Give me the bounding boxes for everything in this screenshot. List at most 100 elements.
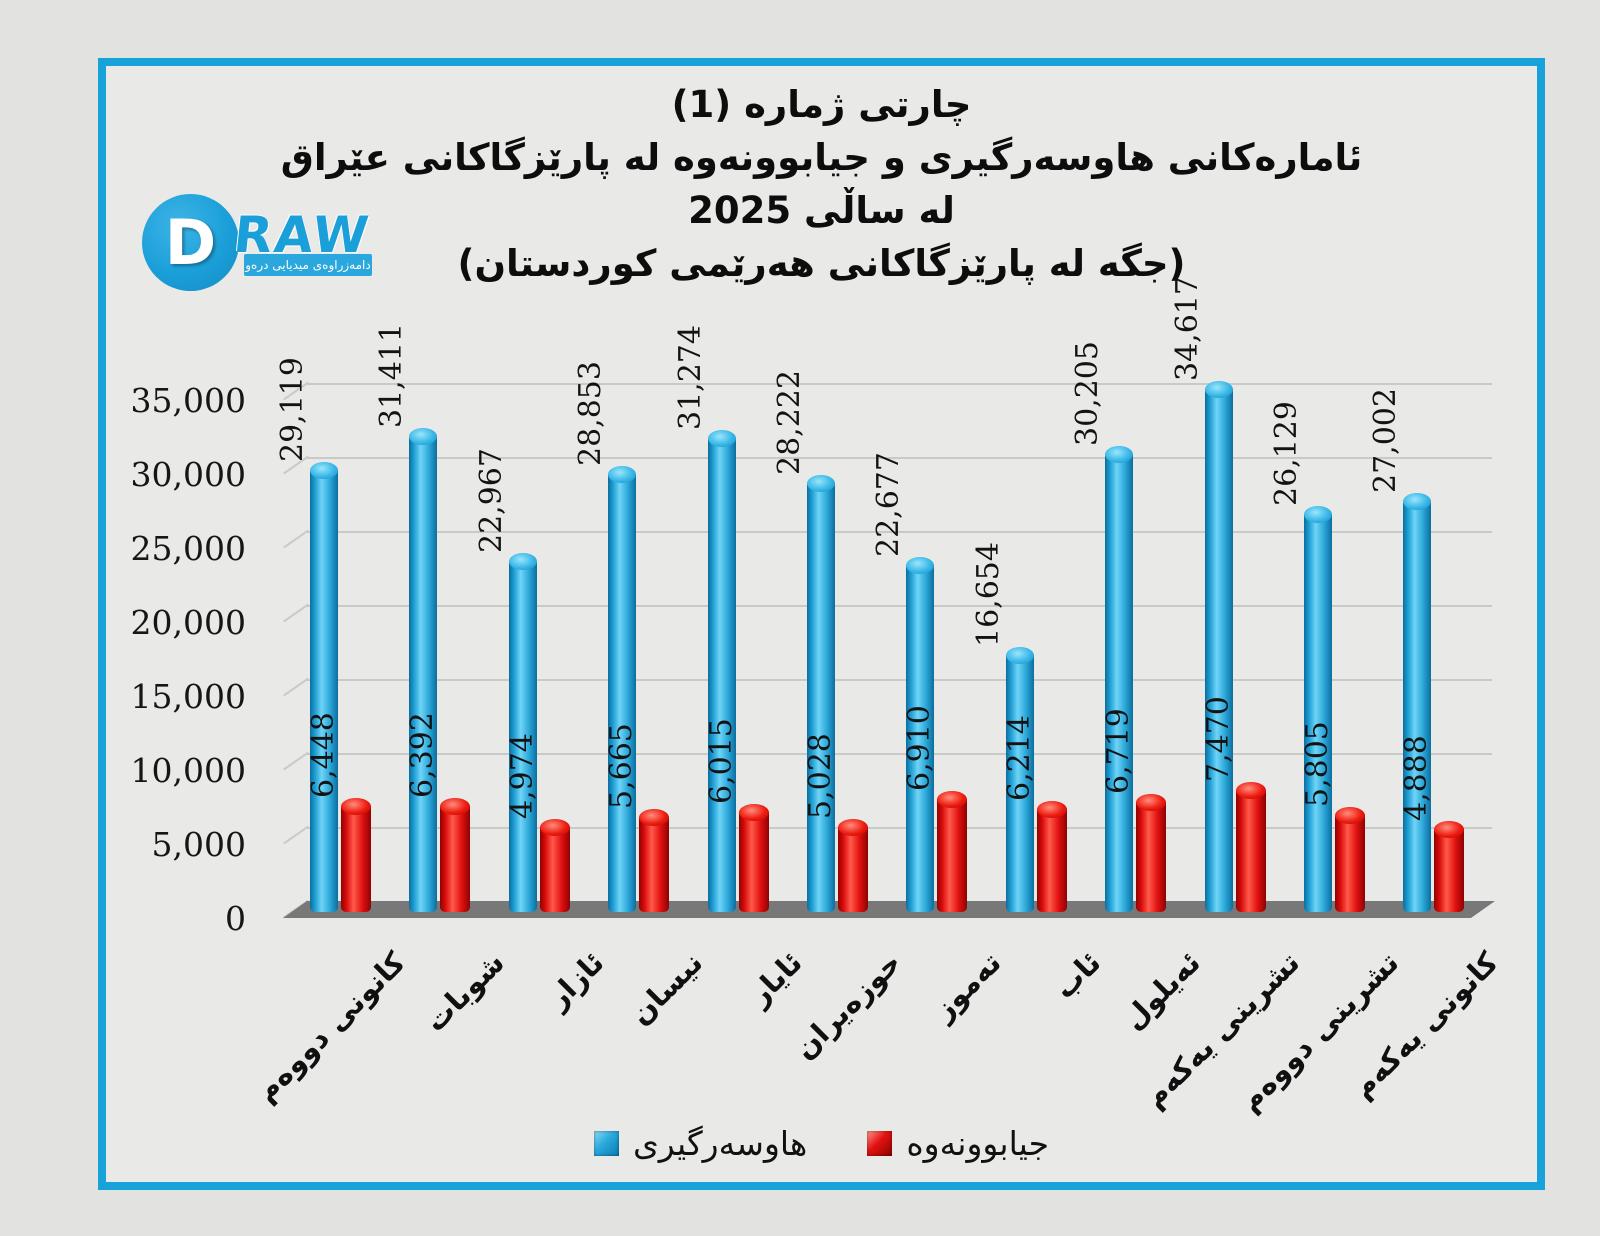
y-axis-tick-label: 30,000: [130, 455, 246, 494]
bar-cap-icon: [440, 798, 471, 816]
y-gridline-5,000: [307, 827, 1492, 829]
bar-value-label-divorce-10: 5,805: [1300, 721, 1335, 808]
bar-cap-icon: [310, 462, 338, 480]
bar-value-label-divorce-9: 7,470: [1200, 696, 1236, 783]
bar-value-label-divorce-1: 6,392: [405, 712, 441, 799]
logo-d-letter: D: [164, 205, 217, 279]
x-category-label-2: ئازار: [540, 945, 611, 1016]
legend-item-divorce: جیابوونەوە: [867, 1124, 1049, 1163]
chart-frame: چارتی ژماره (1) ئامارەکانی هاوسەرگیری و …: [98, 58, 1545, 1190]
y-gridline-20,000: [307, 605, 1492, 607]
logo-ribbon-text: دامەزراوەی میدیایی درەو: [244, 254, 372, 276]
bar-value-label-divorce-11: 4,888: [1399, 734, 1435, 821]
bar-cap-icon: [1105, 445, 1134, 463]
bar-value-label-divorce-7: 6,214: [1001, 715, 1037, 802]
bar-cap-icon: [838, 818, 868, 836]
bar-value-label-marriage-0: 29,119: [275, 357, 310, 463]
bar-value-label-marriage-9: 34,617: [1169, 275, 1205, 381]
logo-circle-icon: D: [142, 194, 239, 291]
bar-marriage-11: [1403, 493, 1432, 912]
bar-cap-icon: [1036, 801, 1067, 819]
bar-value-label-marriage-5: 28,222: [772, 370, 807, 476]
bar-cap-icon: [1304, 506, 1332, 524]
bar-value-label-divorce-4: 6,015: [703, 718, 739, 804]
bar-value-label-divorce-0: 6,448: [306, 711, 341, 798]
legend-swatch-marriage-icon: [593, 1131, 619, 1156]
x-category-label-5: حوزەیران: [787, 945, 909, 1066]
legend-label-divorce: جیابوونەوە: [906, 1124, 1050, 1163]
bar-divorce-1: [440, 798, 471, 912]
chart-title-line-4: (جگە لە پارێزگاکانی هەرێمی کوردستان): [457, 242, 1186, 285]
bar-divorce-3: [639, 809, 670, 912]
x-category-label-7: ئاب: [1047, 945, 1108, 1006]
bar-value-label-divorce-2: 4,974: [504, 733, 540, 820]
chart-title-line-3: لە ساڵی 2025: [688, 189, 955, 232]
bar-divorce-11: [1434, 820, 1465, 912]
bar-cap-icon: [937, 790, 968, 808]
y-gridline-30,000: [307, 457, 1492, 459]
x-category-label-0: کانونی دووەم: [248, 945, 412, 1109]
bar-cap-icon: [508, 553, 537, 571]
y-axis-tick-label: 0: [225, 899, 246, 938]
bar-cap-icon: [1136, 793, 1167, 811]
bar-marriage-10: [1304, 506, 1332, 912]
draw-media-logo: D RAW دامەزراوەی میدیایی درەو: [142, 194, 382, 294]
chart-title: چارتی ژماره (1) ئامارەکانی هاوسەرگیری و …: [106, 78, 1537, 290]
bar-divorce-6: [937, 790, 968, 912]
bar-divorce-0: [341, 797, 371, 912]
bar-marriage-6: [906, 557, 935, 912]
bar-marriage-5: [807, 475, 835, 912]
axis-depth-tick: [283, 751, 309, 771]
y-axis-tick-label: 5,000: [151, 825, 246, 864]
bar-cap-icon: [608, 465, 637, 483]
y-gridline-35,000: [307, 383, 1492, 385]
axis-depth-tick: [283, 529, 309, 549]
bar-value-label-divorce-5: 5,028: [803, 732, 838, 819]
bar-marriage-7: [1005, 646, 1034, 912]
axis-depth-tick: [283, 825, 309, 845]
bar-value-label-marriage-3: 28,853: [573, 360, 609, 466]
bar-value-label-divorce-3: 5,665: [604, 723, 640, 810]
bar-value-label-marriage-1: 31,411: [374, 323, 410, 429]
bar-marriage-0: [310, 462, 338, 912]
axis-depth-tick: [283, 677, 309, 697]
bar-marriage-9: [1204, 380, 1233, 912]
logo-raw-text: RAW: [230, 206, 374, 264]
bar-cap-icon: [1005, 646, 1034, 664]
y-gridline-15,000: [307, 679, 1492, 681]
bar-cap-icon: [1403, 493, 1432, 511]
bar-value-label-divorce-6: 6,910: [902, 704, 938, 791]
bar-marriage-2: [508, 553, 537, 912]
bar-cap-icon: [409, 428, 438, 446]
y-axis-tick-label: 35,000: [130, 381, 246, 420]
chart-title-line-1: چارتی ژماره (1): [671, 83, 972, 126]
bar-cap-icon: [1235, 782, 1266, 800]
bar-cap-icon: [906, 557, 935, 575]
bar-cap-icon: [1335, 807, 1365, 825]
bar-divorce-8: [1136, 793, 1167, 912]
bar-marriage-4: [707, 430, 736, 912]
bar-divorce-4: [738, 803, 769, 912]
legend: هاوسەرگیری جیابوونەوە: [106, 1124, 1537, 1163]
x-category-label-3: نیسان: [623, 945, 710, 1032]
bar-cap-icon: [639, 809, 670, 827]
bar-cap-icon: [707, 430, 736, 448]
bar-cap-icon: [738, 803, 769, 821]
bar-divorce-7: [1036, 801, 1067, 912]
x-category-label-6: تەموز: [926, 945, 1008, 1027]
bar-value-label-marriage-8: 30,205: [1070, 340, 1106, 446]
bar-divorce-10: [1335, 807, 1365, 912]
bar-marriage-8: [1105, 445, 1134, 912]
bar-cap-icon: [1434, 820, 1465, 838]
axis-depth-tick: [283, 603, 309, 623]
bar-value-label-marriage-4: 31,274: [672, 325, 708, 431]
bar-divorce-5: [838, 818, 868, 912]
bar-value-label-marriage-11: 27,002: [1368, 388, 1404, 494]
chart-title-line-2: ئامارەکانی هاوسەرگیری و جیابوونەوە لە پا…: [280, 136, 1363, 179]
y-axis-tick-label: 20,000: [130, 603, 246, 642]
bar-value-label-marriage-10: 26,129: [1269, 401, 1304, 507]
legend-item-marriage: هاوسەرگیری: [593, 1124, 807, 1163]
x-category-label-1: شوبات: [417, 945, 511, 1039]
chart-floor: [283, 901, 1495, 918]
bar-value-label-marriage-7: 16,654: [970, 541, 1006, 647]
